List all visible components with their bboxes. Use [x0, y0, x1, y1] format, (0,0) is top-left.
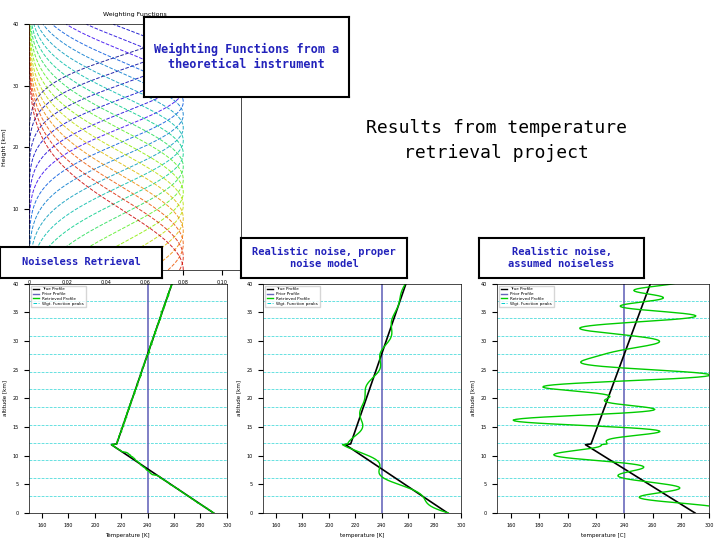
- X-axis label: temperature [K]: temperature [K]: [340, 534, 384, 538]
- Y-axis label: altitude [km]: altitude [km]: [236, 380, 241, 416]
- X-axis label: Temperature [K]: Temperature [K]: [106, 534, 150, 538]
- X-axis label: temperature [C]: temperature [C]: [581, 534, 625, 538]
- Text: Realistic noise,
assumed noiseless: Realistic noise, assumed noiseless: [508, 247, 615, 269]
- X-axis label: weighting amplitude: weighting amplitude: [102, 291, 168, 295]
- Y-axis label: altitude [km]: altitude [km]: [470, 380, 475, 416]
- Text: Results from temperature
retrieval project: Results from temperature retrieval proje…: [366, 119, 627, 162]
- Y-axis label: altitude [km]: altitude [km]: [2, 380, 7, 416]
- Text: Weighting Functions from a
theoretical instrument: Weighting Functions from a theoretical i…: [154, 43, 339, 71]
- Legend: True Profile, Prior Profile, Retrieved Profile, Wgt. Function peaks: True Profile, Prior Profile, Retrieved P…: [31, 286, 86, 307]
- Text: Noiseless Retrieval: Noiseless Retrieval: [22, 258, 140, 267]
- Legend: True Profile, Prior Profile, Retrieved Profile, Wgt. Function peaks: True Profile, Prior Profile, Retrieved P…: [499, 286, 554, 307]
- Legend: True Profile, Prior Profile, Retrieved Profile, Wgt. Function peaks: True Profile, Prior Profile, Retrieved P…: [265, 286, 320, 307]
- Title: Weighting Functions: Weighting Functions: [103, 12, 167, 17]
- Text: Realistic noise, proper
noise model: Realistic noise, proper noise model: [252, 247, 396, 269]
- Y-axis label: Height [km]: Height [km]: [2, 129, 7, 166]
